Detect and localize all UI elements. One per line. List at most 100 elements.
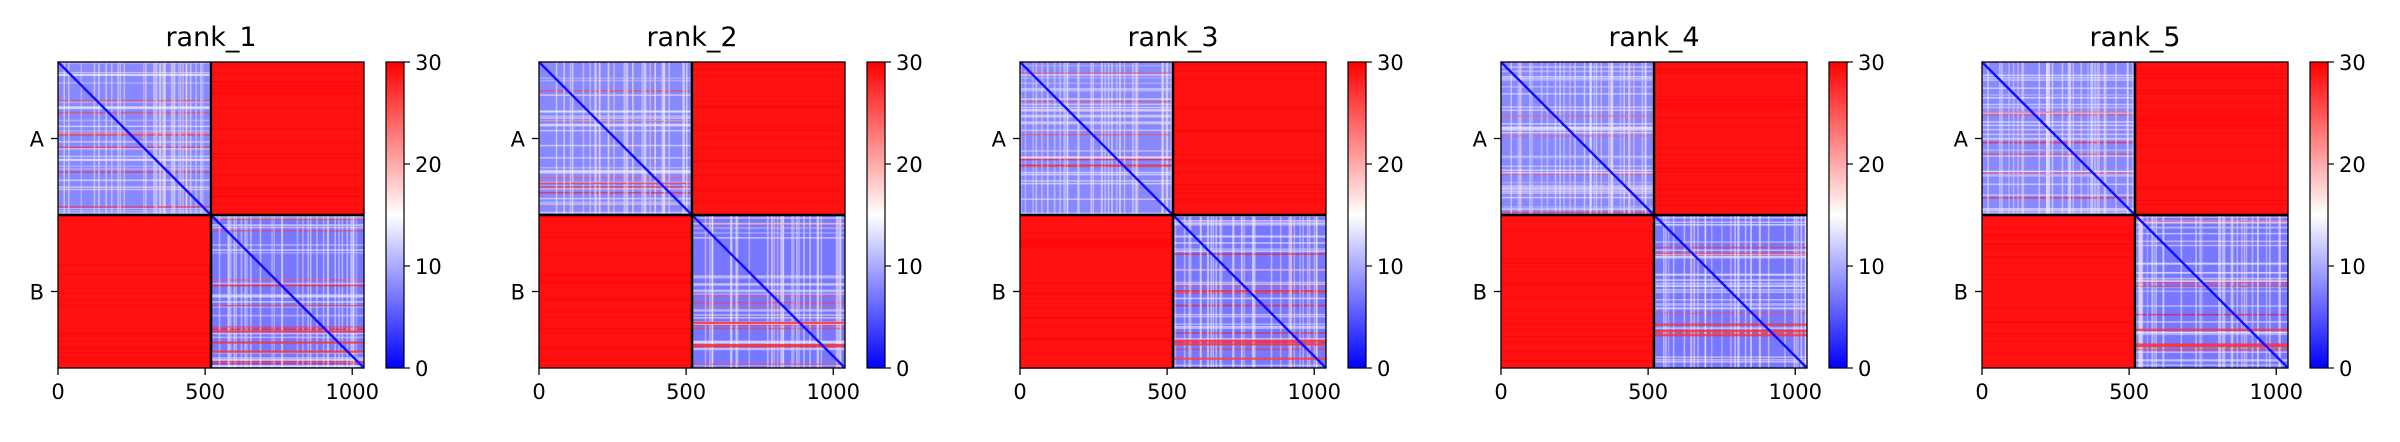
heatmap-offdiag-stripe [211,87,364,89]
heatmap-row-stripe [539,90,692,92]
heatmap-offdiag-stripe [1654,68,1807,70]
heatmap-col-stripe [2231,215,2234,368]
heatmap-row-stripe [1654,221,1807,224]
heatmap-offdiag-stripe [539,273,692,275]
heatmap-row-stripe [1982,149,2135,152]
heatmap-col-stripe [1510,62,1513,215]
heatmap-offdiag-stripe [211,85,364,87]
heatmap-block-B-A [1982,215,2135,368]
heatmap-col-stripe [244,215,247,368]
heatmap-col-stripe [780,215,782,368]
heatmap-row-stripe [1501,131,1654,134]
colorbar-tick-label: 10 [415,255,442,279]
heatmap-col-stripe [1767,215,1770,368]
heatmap-row-stripe [1020,106,1173,109]
heatmap-row-stripe [58,71,211,74]
heatmap-col-stripe [2131,62,2134,215]
heatmap-row-stripe [1654,334,1807,337]
heatmap-col-stripe [555,62,558,215]
heatmap-col-stripe [607,62,610,215]
heatmap-row-stripe [1173,223,1326,226]
heatmap-col-stripe [2278,215,2280,368]
heatmap-row-stripe [211,350,364,353]
heatmap-col-stripe [1744,215,1747,368]
heatmap-row-stripe [1982,153,2135,156]
heatmap-col-stripe [182,62,184,215]
heatmap-row-stripe [1982,112,2135,114]
chain-label-B: B [992,281,1006,305]
panel-rank_2: rank_2 0 500 1000 A B 0 10 20 30 [511,22,923,404]
heatmap-col-stripe [153,62,155,215]
heatmap-row-stripe [1982,121,2135,123]
heatmap-col-stripe [67,62,70,215]
chart-title: rank_3 [1127,22,1218,53]
heatmap-col-stripe [296,215,299,368]
heatmap-offdiag-stripe [1501,266,1654,268]
heatmap-col-stripe [1519,62,1521,215]
heatmap-row-stripe [58,206,211,208]
heatmap-row-stripe [1654,274,1807,277]
heatmap-offdiag-stripe [1020,317,1173,320]
heatmap-col-stripe [1784,215,1786,368]
heatmap-row-stripe [1501,155,1654,158]
heatmap-col-stripe [1629,62,1631,215]
panel-rank_1: rank_1 0 500 1000 A B 0 10 20 30 [30,22,442,404]
heatmap-col-stripe [1136,62,1139,215]
heatmap-col-stripe [195,62,197,215]
heatmap-col-stripe [1693,215,1696,368]
heatmap-block-A-B [692,62,845,215]
heatmap-offdiag-stripe [2135,93,2288,95]
heatmap-offdiag-stripe [211,212,364,215]
heatmap-row-stripe [211,249,364,251]
heatmap-row-stripe [58,106,211,108]
heatmap-col-stripe [2046,62,2049,215]
heatmap-row-stripe [2135,285,2288,288]
heatmap-offdiag-stripe [539,347,692,349]
heatmap-col-stripe [1123,62,1126,215]
heatmap-row-stripe [58,141,211,143]
heatmap-row-stripe [1501,123,1654,125]
heatmap-row-stripe [1501,93,1654,95]
heatmap-row-stripe [1982,194,2135,196]
heatmap-offdiag-stripe [539,332,692,334]
heatmap-col-stripe [595,62,597,215]
heatmap-col-stripe [817,215,820,368]
heatmap-row-stripe [1982,106,2135,109]
heatmap-row-stripe [1654,312,1807,315]
heatmap-col-stripe [2153,215,2155,368]
heatmap-row-stripe [1020,173,1173,176]
heatmap-col-stripe [1672,215,1675,368]
heatmap-offdiag-stripe [1654,107,1807,109]
heatmap-row-stripe [1173,315,1326,318]
heatmap-offdiag-stripe [2135,132,2288,134]
heatmap-col-stripe [709,215,711,368]
heatmap-row-stripe [1020,129,1173,132]
heatmap-col-stripe [271,215,273,368]
heatmap-col-stripe [1024,62,1027,215]
heatmap-col-stripe [704,215,707,368]
heatmap-row-stripe [1173,332,1326,334]
heatmap-offdiag-stripe [211,192,364,194]
heatmap-offdiag-stripe [539,359,692,362]
heatmap-col-stripe [796,215,798,368]
heatmap-row-stripe [2135,277,2288,280]
heatmap-row-stripe [539,182,692,185]
heatmap-row-stripe [211,295,364,298]
heatmap-col-stripe [2127,62,2129,215]
heatmap-row-stripe [1501,106,1654,108]
colorbar [2309,61,2329,369]
heatmap-offdiag-stripe [1982,248,2135,251]
heatmap-col-stripe [1020,62,1022,215]
heatmap-offdiag-stripe [2135,115,2288,118]
heatmap-col-stripe [80,62,83,215]
heatmap-row-stripe [211,244,364,246]
heatmap-row-stripe [1173,339,1326,342]
heatmap-offdiag-stripe [1020,325,1173,327]
heatmap-col-stripe [1805,215,1807,368]
chart-title: rank_4 [1608,22,1699,53]
heatmap-row-stripe [1020,108,1173,111]
heatmap-row-stripe [1982,171,2135,174]
heatmap-col-stripe [2138,215,2140,368]
heatmap-col-stripe [1600,62,1603,215]
heatmap-row-stripe [1020,157,1173,159]
